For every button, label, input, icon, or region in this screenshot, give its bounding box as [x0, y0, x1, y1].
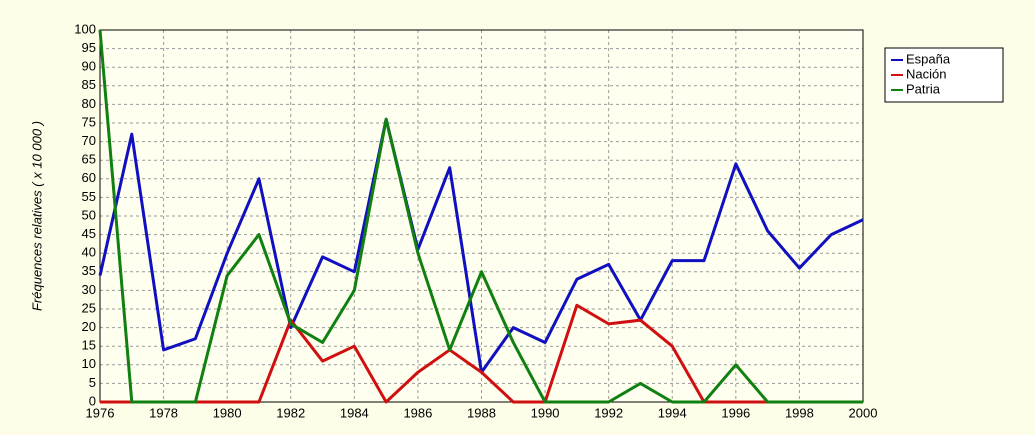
series-line [100, 303, 863, 404]
y-tick-label: 80 [82, 96, 96, 111]
x-tick-label: 2000 [849, 405, 878, 420]
x-tick-label: 1980 [213, 405, 242, 420]
y-tick-label: 75 [82, 114, 96, 129]
y-tick-label: 55 [82, 189, 96, 204]
y-tick-label: 45 [82, 226, 96, 241]
x-tick-label: 1994 [658, 405, 687, 420]
legend-label: España [906, 51, 951, 66]
y-tick-label: 25 [82, 300, 96, 315]
y-tick-label: 85 [82, 77, 96, 92]
x-tick-label: 1998 [785, 405, 814, 420]
x-tick-label: 1984 [340, 405, 369, 420]
legend-label: Nación [906, 66, 946, 81]
y-tick-label: 40 [82, 245, 96, 260]
y-tick-label: 100 [74, 21, 96, 36]
y-tick-label: 15 [82, 338, 96, 353]
y-tick-label: 90 [82, 59, 96, 74]
x-tick-label: 1988 [467, 405, 496, 420]
y-axis-label: Fréquences relatives ( x 10 000 ) [29, 121, 44, 311]
y-tick-label: 60 [82, 170, 96, 185]
x-tick-label: 1990 [531, 405, 560, 420]
y-tick-label: 5 [89, 375, 96, 390]
y-tick-label: 30 [82, 282, 96, 297]
x-tick-label: 1976 [86, 405, 115, 420]
x-tick-label: 1982 [276, 405, 305, 420]
plot-frame [99, 29, 864, 403]
y-tick-label: 70 [82, 133, 96, 148]
y-tick-label: 35 [82, 263, 96, 278]
legend-box [884, 47, 1004, 103]
y-tick-label: 95 [82, 40, 96, 55]
y-tick-label: 0 [89, 393, 96, 408]
y-tick-label: 65 [82, 152, 96, 167]
x-tick-label: 1986 [403, 405, 432, 420]
series-line [98, 29, 863, 404]
y-tick-label: 20 [82, 319, 96, 334]
legend-label: Patria [906, 81, 941, 96]
x-tick-label: 1996 [721, 405, 750, 420]
x-tick-label: 1978 [149, 405, 178, 420]
y-tick-label: 50 [82, 207, 96, 222]
x-tick-label: 1992 [594, 405, 623, 420]
y-tick-label: 10 [82, 356, 96, 371]
